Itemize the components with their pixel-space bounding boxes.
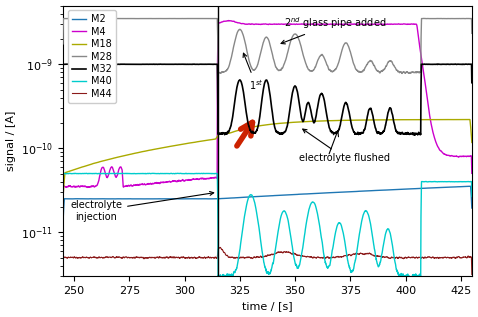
Line: M44: M44 xyxy=(63,247,472,283)
M2 xyxy=(468,184,474,188)
M40 xyxy=(461,180,467,184)
M2 xyxy=(217,197,223,201)
M2 xyxy=(60,222,66,226)
M44 xyxy=(60,281,66,285)
M2 xyxy=(235,196,240,200)
M40 xyxy=(151,171,157,175)
M40 xyxy=(131,171,137,175)
M28 xyxy=(131,17,137,21)
M32 xyxy=(235,83,240,87)
Line: M18: M18 xyxy=(63,120,472,198)
Line: M40: M40 xyxy=(63,173,472,279)
M32 xyxy=(60,81,66,85)
M28 xyxy=(417,70,423,74)
M2 xyxy=(469,206,475,210)
M40 xyxy=(217,274,223,278)
M44 xyxy=(461,255,467,259)
Line: M2: M2 xyxy=(63,186,472,224)
M28 xyxy=(107,17,112,21)
M4 xyxy=(235,21,240,25)
M44 xyxy=(217,245,223,249)
M18 xyxy=(60,197,66,200)
M2 xyxy=(461,185,467,189)
M32 xyxy=(412,133,418,137)
M32 xyxy=(461,62,467,66)
M4 xyxy=(461,154,467,158)
M28 xyxy=(399,72,405,75)
M4 xyxy=(226,19,231,23)
M40 xyxy=(60,197,66,201)
M44 xyxy=(107,255,112,259)
M18 xyxy=(469,140,475,144)
M28 xyxy=(421,16,426,20)
M32 xyxy=(453,62,458,66)
M2 xyxy=(107,197,112,201)
M28 xyxy=(217,71,223,74)
M40 xyxy=(235,261,240,265)
M28 xyxy=(235,30,240,34)
M32 xyxy=(107,62,112,66)
M32 xyxy=(217,132,223,136)
M4 xyxy=(217,21,223,25)
Text: electrolyte flushed: electrolyte flushed xyxy=(299,129,391,163)
M28 xyxy=(469,31,475,35)
M28 xyxy=(60,42,66,46)
Text: 2$^{nd}$ glass pipe added: 2$^{nd}$ glass pipe added xyxy=(281,15,386,44)
M44 xyxy=(217,246,223,249)
Line: M32: M32 xyxy=(63,64,472,135)
M4 xyxy=(131,183,137,187)
Text: 1$^{st}$: 1$^{st}$ xyxy=(243,53,263,92)
M32 xyxy=(469,81,475,85)
M4 xyxy=(469,171,475,175)
M4 xyxy=(107,169,112,173)
M18 xyxy=(235,129,240,133)
M2 xyxy=(417,186,423,190)
M40 xyxy=(469,195,475,198)
M18 xyxy=(466,118,472,121)
M18 xyxy=(417,118,423,121)
Text: electrolyte
injection: electrolyte injection xyxy=(70,191,214,222)
M40 xyxy=(217,277,222,281)
X-axis label: time / [s]: time / [s] xyxy=(242,301,293,311)
M40 xyxy=(107,171,112,175)
Line: M4: M4 xyxy=(63,21,472,212)
Line: M28: M28 xyxy=(63,18,472,74)
M44 xyxy=(131,255,137,259)
M18 xyxy=(461,118,467,121)
M28 xyxy=(461,17,467,21)
M4 xyxy=(417,46,423,50)
M32 xyxy=(131,62,137,66)
M18 xyxy=(107,157,112,161)
M44 xyxy=(417,255,423,259)
M32 xyxy=(417,133,423,136)
M44 xyxy=(469,273,475,276)
Y-axis label: signal / [A]: signal / [A] xyxy=(6,111,16,171)
M44 xyxy=(235,256,240,260)
M2 xyxy=(131,197,137,201)
M18 xyxy=(131,152,137,155)
M18 xyxy=(217,132,223,135)
Legend: M2, M4, M18, M28, M32, M40, M44: M2, M4, M18, M28, M32, M40, M44 xyxy=(68,10,116,103)
M4 xyxy=(60,210,66,214)
M40 xyxy=(417,272,423,276)
